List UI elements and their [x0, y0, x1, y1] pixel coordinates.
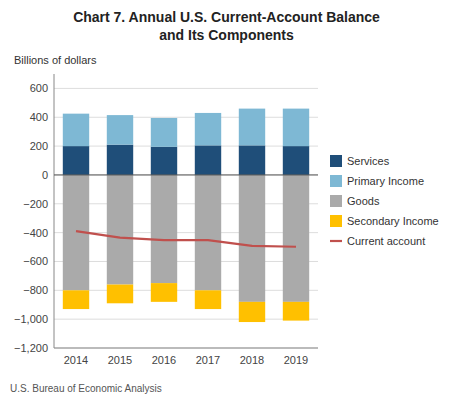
grid-line: [54, 348, 318, 349]
chart: Chart 7. Annual U.S. Current-Account Bal…: [0, 0, 453, 400]
bar: [283, 175, 309, 302]
bar: [151, 118, 177, 147]
grid-line: [54, 88, 318, 89]
y-tick-label: −600: [23, 255, 48, 267]
bar: [107, 175, 133, 285]
zero-line: [54, 174, 318, 175]
bar: [151, 147, 177, 175]
grid-line: [54, 261, 318, 262]
bar: [195, 290, 221, 309]
marks: [54, 109, 318, 322]
legend: Services Primary Income Goods Secondary Inc…: [330, 155, 439, 247]
grid-line: [54, 174, 318, 175]
line: [76, 231, 296, 247]
y-tick-label: 0: [42, 169, 48, 181]
grid: [54, 88, 318, 348]
x-tick-label: 2018: [240, 354, 264, 366]
bar: [107, 285, 133, 304]
x-tick-label: 2016: [152, 354, 176, 366]
bar: [63, 114, 89, 146]
y-tick-label: −800: [23, 284, 48, 296]
y-tick-label: 200: [30, 140, 48, 152]
bar: [63, 290, 89, 309]
y-tick-label: 600: [30, 82, 48, 94]
bar: [195, 175, 221, 290]
bar: [107, 145, 133, 175]
grid-line: [54, 290, 318, 291]
title-line: and Its Components: [159, 27, 294, 43]
source: U.S. Bureau of Economic Analysis: [10, 383, 162, 394]
grid-line: [54, 146, 318, 147]
legend-swatch: [330, 175, 342, 187]
grid-line: [54, 319, 318, 320]
legend-label: Goods: [347, 195, 380, 207]
y-tick-label: −1,200: [14, 342, 48, 354]
bar: [195, 145, 221, 175]
bar: [283, 302, 309, 321]
legend-swatch: [330, 240, 342, 242]
legend-label: Services: [347, 155, 390, 167]
bar: [283, 109, 309, 146]
grid-line: [54, 203, 318, 204]
bar: [107, 115, 133, 145]
title-line: Chart 7. Annual U.S. Current-Account Bal…: [73, 9, 380, 25]
legend-swatch: [330, 215, 342, 227]
y-tick-label: −1,000: [14, 313, 48, 325]
bar: [239, 302, 265, 322]
legend-label: Current account: [347, 235, 425, 247]
y-tick-label: 400: [30, 111, 48, 123]
title: Chart 7. Annual U.S. Current-Account Bal…: [73, 9, 380, 43]
y-tick-label: −200: [23, 198, 48, 210]
bar: [195, 113, 221, 145]
bar: [239, 175, 265, 302]
grid-line: [54, 117, 318, 118]
y-axis-line: [54, 74, 55, 348]
x-axis-line: [54, 348, 318, 349]
bar: [63, 146, 89, 175]
x-tick-label: 2017: [196, 354, 220, 366]
legend-swatch: [330, 155, 342, 167]
x-tick-label: 2019: [284, 354, 308, 366]
y-tick-label: −400: [23, 227, 48, 239]
x-tick-label: 2015: [108, 354, 132, 366]
x-tick-label: 2014: [64, 354, 88, 366]
bar: [239, 145, 265, 175]
legend-label: Primary Income: [347, 175, 424, 187]
y-axis-label: Billions of dollars: [14, 54, 97, 66]
legend-label: Secondary Income: [347, 215, 439, 227]
bar: [151, 283, 177, 302]
bar: [239, 109, 265, 146]
legend-swatch: [330, 195, 342, 207]
bar: [283, 146, 309, 175]
bar: [151, 175, 177, 283]
